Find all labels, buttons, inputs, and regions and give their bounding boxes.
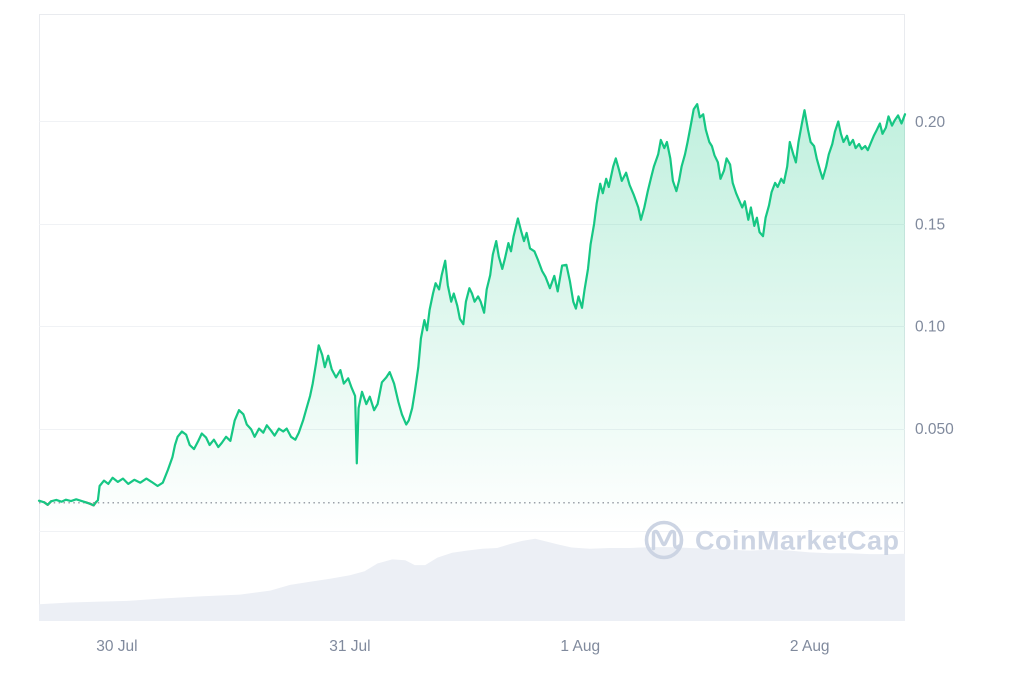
y-axis-tick-label: 0.050 xyxy=(915,421,954,438)
x-axis-tick-label: 1 Aug xyxy=(560,638,600,655)
coinmarketcap-watermark: CoinMarketCap xyxy=(644,520,900,560)
coinmarketcap-logo-icon xyxy=(644,520,684,560)
y-axis-tick-label: 0.20 xyxy=(915,114,946,131)
volume-area xyxy=(39,538,905,621)
y-axis-tick-label: 0.15 xyxy=(915,216,945,233)
y-axis-tick-label: 0.10 xyxy=(915,319,946,336)
x-axis-tick-label: 30 Jul xyxy=(96,638,137,655)
x-axis-tick-label: 2 Aug xyxy=(790,638,830,655)
price-line xyxy=(37,102,907,507)
price-area xyxy=(39,104,905,531)
x-axis-tick-label: 31 Jul xyxy=(329,638,370,655)
watermark-label: CoinMarketCap xyxy=(695,526,900,556)
